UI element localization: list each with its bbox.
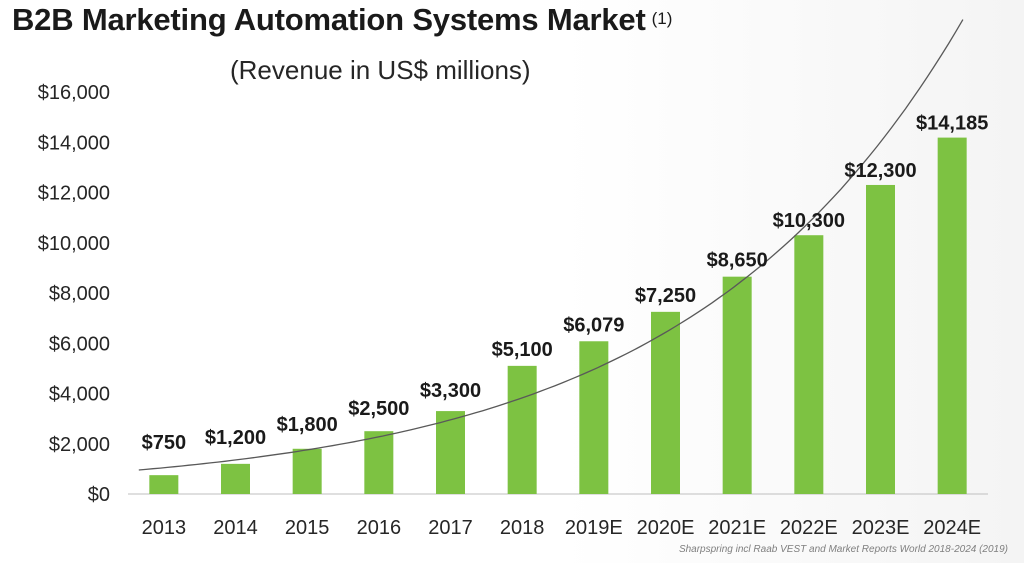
x-tick-label: 2019E	[565, 517, 623, 539]
data-label: $1,200	[205, 427, 266, 449]
bar	[221, 463, 250, 494]
y-tick-label: $16,000	[38, 82, 110, 104]
x-tick-label: 2015	[285, 517, 330, 539]
bar	[149, 475, 179, 494]
x-axis-ticks: 2013 2014 2015 2016 2017 2018 2019E 2020E 2021E 2…	[142, 517, 982, 539]
data-label: $12,300	[844, 160, 916, 182]
x-tick-label: 2020E	[637, 517, 695, 539]
trend-line	[138, 19, 964, 471]
chart-subtitle: (Revenue in US$ millions)	[230, 55, 531, 85]
data-labels: $750 $1,200 $1,800 $2,500 $3,300 $5,100 $6,079…	[142, 113, 989, 455]
y-tick-label: $10,000	[38, 233, 110, 255]
bar	[866, 184, 895, 494]
y-tick-label: $6,000	[49, 333, 110, 355]
bar	[507, 365, 537, 494]
y-axis-ticks: $0 $2,000 $4,000 $6,000 $8,000 $10,000 $12,000…	[38, 82, 110, 506]
title-footnote-marker: (1)	[651, 8, 673, 28]
x-tick-label: 2013	[142, 517, 187, 539]
x-tick-label: 2016	[357, 517, 402, 539]
bar	[651, 311, 680, 494]
data-label: $3,300	[420, 380, 481, 402]
bar	[794, 235, 824, 494]
data-label: $2,500	[348, 398, 409, 420]
x-tick-label: 2021E	[708, 517, 766, 539]
y-tick-label: $2,000	[49, 434, 110, 456]
bar	[579, 341, 609, 494]
y-tick-label: $4,000	[49, 384, 110, 406]
data-label: $5,100	[492, 339, 553, 361]
y-tick-label: $8,000	[49, 283, 110, 305]
data-label: $7,250	[635, 285, 696, 307]
x-tick-label: 2017	[428, 517, 473, 539]
bar	[292, 448, 322, 494]
bars	[149, 137, 967, 494]
bar	[364, 431, 394, 494]
y-tick-label: $12,000	[38, 183, 110, 205]
bar	[722, 276, 752, 494]
data-label: $8,650	[707, 250, 768, 272]
x-tick-label: 2023E	[852, 517, 910, 539]
data-label: $1,800	[277, 414, 338, 436]
chart-title-block: B2B Marketing Automation Systems Market(…	[12, 2, 672, 38]
y-tick-label: $14,000	[38, 132, 110, 154]
x-tick-label: 2018	[500, 517, 545, 539]
data-label: $6,079	[563, 314, 624, 336]
data-label: $750	[142, 432, 187, 454]
y-tick-label: $0	[88, 484, 110, 506]
x-tick-label: 2022E	[780, 517, 838, 539]
chart-title: B2B Marketing Automation Systems Market	[12, 2, 646, 37]
x-tick-label: 2014	[213, 517, 258, 539]
source-note: Sharpspring incl Raab VEST and Market Re…	[678, 544, 1008, 555]
x-tick-label: 2024E	[923, 517, 981, 539]
bar	[436, 411, 465, 494]
data-label: $14,185	[916, 113, 988, 135]
bar	[937, 137, 967, 494]
data-label: $10,300	[773, 210, 845, 232]
